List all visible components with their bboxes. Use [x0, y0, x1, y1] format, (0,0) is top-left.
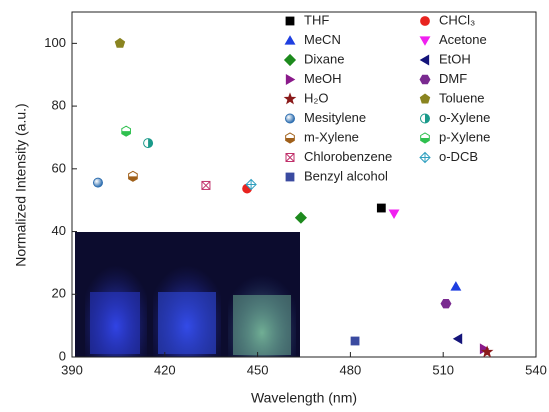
marker-shape [452, 333, 463, 345]
marker-shape [480, 345, 494, 358]
legend-marker [283, 53, 297, 67]
marker-shape [419, 54, 430, 66]
marker-shape [419, 93, 431, 104]
marker-shape [283, 92, 297, 105]
marker-shape [420, 138, 430, 143]
marker-shape [284, 35, 296, 45]
marker-shape [285, 16, 295, 26]
legend-label: Benzyl alcohol [304, 168, 388, 183]
marker-shape [201, 181, 211, 190]
legend-label: o-Xylene [439, 110, 490, 125]
marker [128, 170, 138, 182]
marker-shape [440, 298, 452, 309]
marker-shape [420, 16, 430, 26]
legend-marker [419, 36, 431, 46]
marker [92, 177, 103, 188]
marker-shape [419, 36, 431, 46]
marker [350, 336, 360, 346]
y-tick-label: 0 [59, 348, 66, 363]
legend-marker [419, 74, 431, 85]
marker [450, 281, 462, 291]
marker [121, 125, 131, 137]
marker-shape [128, 176, 138, 182]
legend-label: MeOH [304, 71, 342, 86]
marker [440, 298, 452, 309]
legend-label: Toluene [439, 90, 485, 105]
marker [245, 178, 257, 191]
legend-marker [285, 132, 295, 144]
legend-label: Mesitylene [304, 110, 366, 125]
marker-shape [350, 336, 360, 346]
legend-marker [285, 74, 296, 85]
marker [294, 211, 307, 224]
plot-frame [71, 11, 537, 358]
marker [376, 203, 386, 213]
inset-photo [75, 232, 300, 357]
marker-shape [376, 203, 386, 213]
x-tick-label: 510 [432, 362, 454, 377]
legend-label: Acetone [439, 32, 487, 47]
y-tick-label: 100 [44, 35, 66, 50]
legend-marker [283, 92, 297, 105]
legend-marker [284, 35, 296, 45]
marker [388, 209, 400, 219]
marker-shape [114, 37, 126, 48]
marker-shape [388, 209, 400, 219]
legend-marker [419, 93, 431, 104]
x-tick-label: 390 [61, 362, 83, 377]
marker [143, 138, 154, 149]
marker [114, 37, 126, 48]
marker-shape [148, 138, 153, 148]
y-tick-label: 40 [52, 223, 66, 238]
marker-shape [246, 179, 257, 190]
legend-label: DMF [439, 71, 467, 86]
legend-label: CHCl₃ [439, 12, 475, 27]
legend-marker [420, 16, 430, 26]
legend-label: m-Xylene [304, 129, 359, 144]
legend-label: o-DCB [439, 149, 478, 164]
marker-shape [121, 131, 131, 137]
x-tick-label: 420 [154, 362, 176, 377]
legend-label: H₂O [304, 90, 329, 105]
legend-marker [420, 113, 430, 124]
x-tick-label: 540 [525, 362, 547, 377]
marker-shape [425, 114, 430, 123]
y-tick-label: 60 [52, 160, 66, 175]
marker-shape [285, 153, 295, 162]
legend-marker [285, 153, 295, 162]
legend-label: THF [304, 12, 329, 27]
legend-label: p-Xylene [439, 129, 490, 144]
marker-shape [283, 53, 297, 67]
x-tick-label: 450 [247, 362, 269, 377]
y-tick-label: 80 [52, 98, 66, 113]
legend-marker [419, 151, 431, 164]
marker [201, 180, 211, 190]
legend-marker [419, 54, 430, 66]
marker-shape [420, 152, 430, 163]
y-tick-label: 20 [52, 286, 66, 301]
legend-label: EtOH [439, 51, 471, 66]
legend-marker [285, 16, 295, 26]
legend-label: Chlorobenzene [304, 149, 392, 164]
marker-shape [285, 113, 295, 124]
marker [480, 345, 494, 358]
marker-shape [285, 74, 296, 85]
marker-shape [450, 281, 462, 291]
marker-shape [92, 177, 103, 188]
legend-marker [420, 132, 430, 144]
marker-shape [285, 172, 295, 182]
marker [452, 333, 463, 345]
x-axis-title: Wavelength (nm) [251, 390, 357, 406]
marker-shape [294, 211, 307, 224]
marker-shape [285, 138, 295, 143]
marker-shape [419, 74, 431, 85]
legend-label: MeCN [304, 32, 341, 47]
legend-label: Dixane [304, 51, 344, 66]
x-tick-label: 480 [340, 362, 362, 377]
legend-marker [285, 172, 295, 182]
legend-marker [285, 113, 295, 124]
y-axis-title: Normalized Intensity (a.u.) [13, 103, 29, 266]
